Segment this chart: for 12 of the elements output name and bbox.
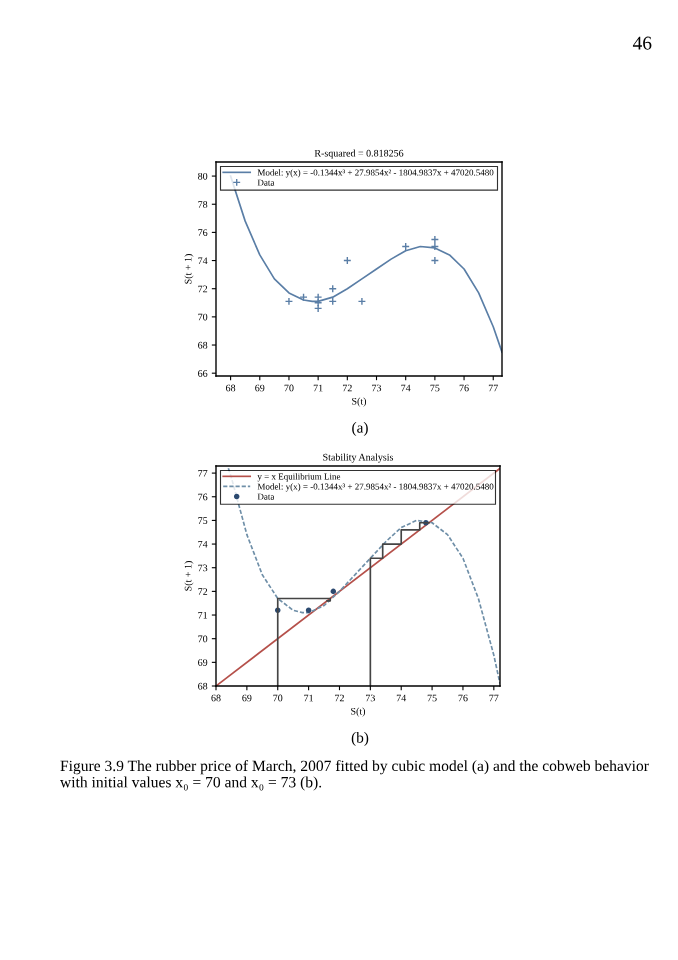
point [313,292,323,302]
line-series [369,521,430,686]
text: 46 [632,36,652,50]
point [305,607,312,614]
point [299,292,308,302]
point [430,235,440,244]
point [430,256,440,265]
point [430,242,440,251]
point [284,297,294,306]
point [313,304,323,313]
point [357,297,367,306]
point [330,588,337,595]
